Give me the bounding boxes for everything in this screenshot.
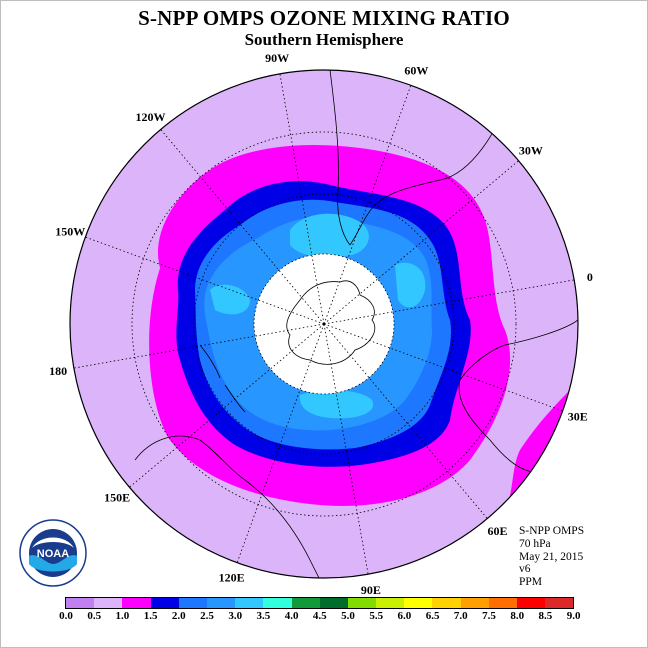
colorbar-segment [94, 598, 123, 608]
colorbar-tick-label: 8.5 [538, 610, 553, 622]
longitude-label: 150W [55, 225, 85, 239]
info-block: S-NPP OMPS 70 hPa May 21, 2015 v6 PPM [519, 525, 584, 589]
longitude-label: 90E [361, 583, 381, 597]
longitude-label: 120E [219, 571, 245, 585]
colorbar-tick-label: 5.5 [369, 610, 384, 622]
colorbar-tick-label: 5.0 [341, 610, 355, 622]
longitude-label: 30W [519, 143, 543, 157]
colorbar-segment [460, 598, 489, 608]
colorbar-tick-label: 2.5 [200, 610, 214, 622]
longitude-label: 60W [404, 63, 428, 77]
colorbar-segment [206, 598, 236, 608]
colorbar-ticks: 0.0 0.5 1.0 1.5 2.0 2.5 3.0 3.5 4.0 4.5 5.0 5.5 6.0 6… [0, 610, 648, 624]
colorbar-tick-label: 6.0 [397, 610, 412, 622]
colorbar-tick-label: 2.0 [171, 610, 186, 622]
colorbar-segment [150, 598, 179, 608]
colorbar-segment [517, 598, 546, 608]
colorbar-tick-label: 3.0 [228, 610, 243, 622]
contour-3-0-d [299, 390, 374, 419]
colorbar-segment [347, 598, 377, 608]
colorbar-segment [66, 598, 95, 608]
colorbar-tick-label: 6.5 [425, 610, 440, 622]
antarctica-outline [286, 280, 376, 365]
colorbar-tick-label: 1.5 [143, 610, 158, 622]
longitude-label: 30E [568, 409, 588, 423]
noaa-logo-text: NOAA [37, 548, 69, 560]
colorbar-segment [178, 598, 207, 608]
longitude-label: 180 [49, 364, 67, 378]
colorbar-segment [488, 598, 517, 608]
colorbar-tick-label: 0.5 [87, 610, 102, 622]
colorbar-tick-label: 7.0 [453, 610, 468, 622]
south-america-coast [329, 70, 511, 246]
longitude-label: 120W [135, 110, 165, 124]
colorbar-segment [263, 598, 292, 608]
map-subtitle: Southern Hemisphere [244, 30, 404, 49]
colorbar-tick-label: 4.0 [284, 610, 299, 622]
colorbar-tick-label: 0.0 [59, 610, 73, 622]
contour-1-0-corner [400, 380, 578, 578]
longitude-label: 0 [587, 270, 593, 284]
colorbar-tick-label: 8.0 [510, 610, 525, 622]
contour-3-0-b [395, 262, 426, 308]
info-version: v6 [519, 563, 531, 576]
noaa-logo[interactable]: NOAA [18, 518, 88, 588]
colorbar-segment [404, 598, 433, 608]
map-title: S-NPP OMPS OZONE MIXING RATIO [138, 6, 510, 30]
colorbar-segment [122, 598, 151, 608]
new-zealand-coast [199, 344, 246, 413]
info-date: May 21, 2015 [519, 550, 584, 563]
colorbar-tick-label: 9.0 [566, 610, 581, 622]
info-level: 70 hPa [519, 537, 551, 550]
info-units: PPM [519, 576, 543, 589]
australia-coast [134, 435, 341, 578]
colorbar-segment [545, 598, 574, 608]
colorbar-tick-label: 7.5 [482, 610, 496, 622]
graticule [73, 73, 575, 575]
info-satellite: S-NPP OMPS [519, 525, 585, 537]
contour-3-0-a [290, 213, 369, 258]
colorbar-segment [291, 598, 320, 608]
colorbar-segment [376, 598, 405, 608]
longitude-label: 150E [104, 491, 130, 505]
colorbar-tick-label: 3.5 [256, 610, 271, 622]
contour-3-0-c [210, 284, 250, 315]
colorbar-tick-label: 1.0 [115, 610, 130, 622]
colorbar-segment [319, 598, 348, 608]
colorbar-segment [432, 598, 461, 608]
longitude-label: 90W [265, 51, 289, 65]
pole-dot [322, 322, 326, 326]
map-border [69, 69, 579, 579]
colorbar-tick-label: 4.5 [312, 610, 327, 622]
longitude-label: 60E [488, 524, 508, 538]
colorbar [65, 597, 575, 609]
colorbar-segment [235, 598, 264, 608]
